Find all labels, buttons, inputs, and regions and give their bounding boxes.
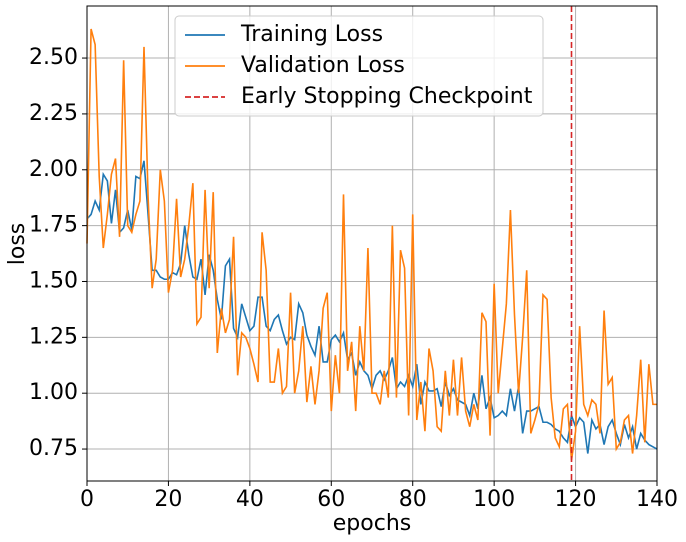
legend-label: Early Stopping Checkpoint bbox=[241, 84, 533, 109]
x-tick-label: 120 bbox=[555, 487, 597, 512]
y-tick-label: 2.00 bbox=[29, 157, 78, 182]
legend-box bbox=[174, 15, 544, 117]
y-tick-label: 2.25 bbox=[29, 101, 78, 126]
x-tick-label: 80 bbox=[399, 487, 427, 512]
y-tick-label: 1.75 bbox=[29, 213, 78, 238]
legend-label: Training Loss bbox=[240, 22, 383, 47]
x-tick-label: 100 bbox=[473, 487, 515, 512]
x-tick-label: 140 bbox=[636, 487, 678, 512]
x-tick-label: 60 bbox=[317, 487, 345, 512]
y-axis-label: loss bbox=[5, 223, 30, 266]
x-tick-label: 20 bbox=[154, 487, 182, 512]
y-tick-label: 0.75 bbox=[29, 436, 78, 461]
y-tick-label: 2.50 bbox=[29, 45, 78, 70]
y-tick-label: 1.50 bbox=[29, 268, 78, 293]
y-tick-label: 1.25 bbox=[29, 324, 78, 349]
y-tick-label: 1.00 bbox=[29, 380, 78, 405]
x-tick-label: 40 bbox=[236, 487, 264, 512]
line-series bbox=[86, 28, 657, 461]
legend-label: Validation Loss bbox=[241, 53, 405, 78]
x-tick-label: 0 bbox=[80, 487, 94, 512]
plot-frame bbox=[86, 5, 658, 482]
x-axis-label: epochs bbox=[333, 511, 411, 536]
